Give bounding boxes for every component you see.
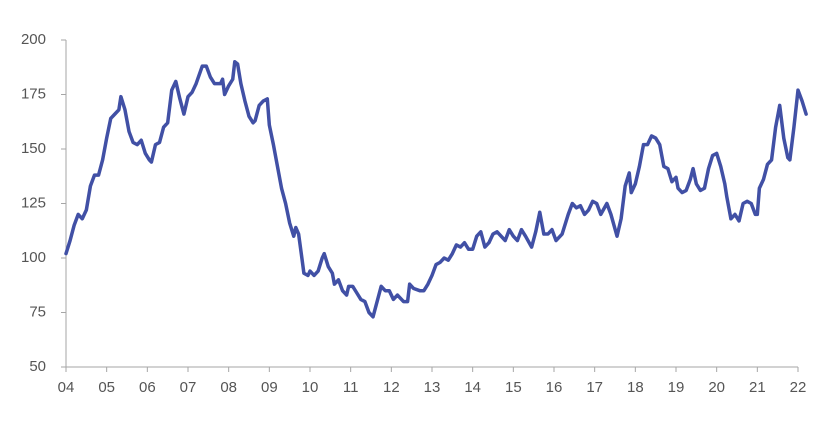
x-tick-label: 06 bbox=[139, 379, 156, 396]
x-tick-label: 10 bbox=[302, 379, 319, 396]
x-tick-label: 22 bbox=[790, 379, 807, 396]
x-tick-label: 14 bbox=[464, 379, 481, 396]
x-tick-label: 09 bbox=[261, 379, 278, 396]
y-tick-label: 125 bbox=[21, 194, 46, 211]
x-tick-label: 12 bbox=[383, 379, 400, 396]
x-tick-label: 20 bbox=[708, 379, 725, 396]
x-tick-label: 05 bbox=[98, 379, 115, 396]
x-tick-label: 17 bbox=[586, 379, 603, 396]
y-tick-label: 100 bbox=[21, 249, 46, 266]
data-line bbox=[64, 60, 808, 319]
y-tick-label: 150 bbox=[21, 140, 46, 157]
x-tick-label: 07 bbox=[180, 379, 197, 396]
x-tick-label: 19 bbox=[668, 379, 685, 396]
x-tick-label: 11 bbox=[343, 379, 359, 396]
y-tick-label: 75 bbox=[29, 303, 46, 320]
x-tick-label: 18 bbox=[627, 379, 644, 396]
x-tick-label: 08 bbox=[220, 379, 237, 396]
y-tick-label: 200 bbox=[21, 31, 46, 48]
y-tick-label: 50 bbox=[29, 358, 46, 375]
x-tick-label: 13 bbox=[424, 379, 441, 396]
y-tick-label: 175 bbox=[21, 85, 46, 102]
x-tick-label: 15 bbox=[505, 379, 522, 396]
x-tick-label: 21 bbox=[749, 379, 766, 396]
x-tick-label: 04 bbox=[58, 379, 75, 396]
x-tick-label: 16 bbox=[546, 379, 563, 396]
